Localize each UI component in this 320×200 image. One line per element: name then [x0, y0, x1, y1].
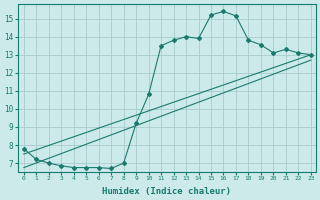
- X-axis label: Humidex (Indice chaleur): Humidex (Indice chaleur): [102, 187, 231, 196]
